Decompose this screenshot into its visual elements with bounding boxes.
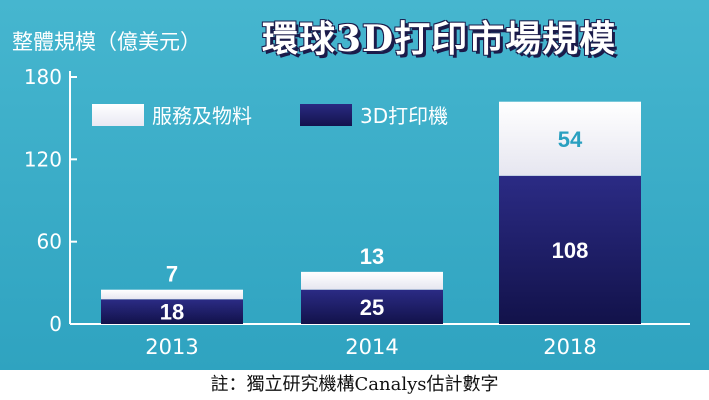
bar-services — [301, 271, 443, 290]
y-tick-label: 60 — [37, 230, 62, 254]
chart-title: 環球3D打印市場規模 — [262, 18, 617, 60]
data-label-printers: 108 — [552, 238, 589, 263]
data-label-services: 54 — [558, 127, 583, 152]
y-tick-label: 120 — [24, 147, 62, 171]
data-label-services: 7 — [166, 262, 178, 287]
data-label-services: 13 — [360, 244, 384, 269]
y-axis-label: 整體規模（億美元） — [12, 30, 201, 54]
legend-label-services: 服務及物料 — [152, 104, 252, 128]
legend-item-printers: 3D打印機 — [300, 100, 448, 129]
bar-services — [101, 289, 243, 300]
data-label-printers: 25 — [360, 295, 384, 320]
legend-swatch-printers — [300, 103, 352, 126]
y-tick-label: 180 — [24, 65, 62, 89]
y-tick-label: 0 — [49, 312, 62, 336]
bar-printers — [101, 299, 243, 324]
x-tick-label: 2013 — [145, 335, 198, 359]
x-tick-label: 2014 — [345, 335, 398, 359]
x-tick-label: 2018 — [543, 335, 596, 359]
legend-swatch-services — [92, 103, 144, 126]
data-label-printers: 18 — [160, 300, 184, 325]
bar-services — [499, 101, 641, 176]
bar-printers — [499, 175, 641, 324]
chart-canvas: 0 60 120 180 18 7 2013 25 13 2014 108 54 2018 — [24, 65, 641, 359]
legend-label-printers: 3D打印機 — [360, 104, 449, 128]
legend-item-services: 服務及物料 — [92, 100, 252, 129]
bar-printers — [301, 289, 443, 324]
source-note: 註：獨立研究機構Canalys估計數字 — [210, 374, 499, 395]
